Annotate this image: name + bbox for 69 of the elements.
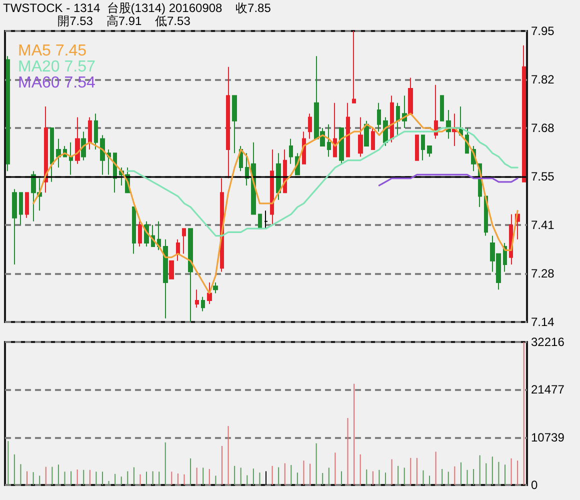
candlestick [25,192,29,218]
candlestick [188,228,193,322]
y-tick-label: 0 [531,478,538,492]
text: MA5 7.45 [18,42,87,60]
candlestick [201,296,205,312]
candlestick [421,134,425,161]
candlestick [408,77,413,114]
line-series [378,174,518,186]
candlestick [88,116,92,150]
candlestick [333,102,337,158]
candlestick [270,149,274,226]
candlestick [138,220,142,248]
candlestick [364,120,369,146]
y-tick-label: 7.14 [531,315,555,329]
candlestick [50,128,54,182]
candlestick [94,113,98,150]
candlestick [390,95,394,143]
candlestick [157,220,161,251]
candlestick [427,145,432,158]
chart-subtitle: 開7.53 高7.91 低7.53 [58,14,191,28]
candlestick [327,124,331,158]
candlestick [434,84,438,140]
candlestick [100,134,105,176]
candlestick [226,66,230,179]
candlestick [264,210,268,230]
candlestick [352,30,356,104]
y-tick-label: 10739 [531,430,565,444]
candlestick [308,113,312,140]
candlestick [276,152,281,200]
candlestick [44,106,48,194]
candlestick [176,238,180,262]
candlestick [182,228,186,254]
candlestick [245,152,249,186]
y-tick-label: 7.95 [531,24,555,38]
candlestick [169,260,174,280]
chart-title: TWSTOCK - 1314 台股(1314) 20160908 收7.85 [3,1,272,15]
candlestick [346,102,350,158]
candlestick [415,134,419,161]
candlestick [132,206,136,254]
y-tick-label: 7.41 [531,218,555,232]
candlestick [207,282,212,305]
line-series [32,112,518,294]
candlestick [396,102,400,136]
candlestick [213,282,218,294]
candlestick [56,138,61,168]
candlestick [522,44,526,182]
candlestick [371,128,375,150]
candlestick [258,214,262,230]
candlestick [19,192,23,226]
candlestick [163,238,168,319]
y-tick-label: 32216 [531,335,565,349]
candlestick [289,138,293,164]
candlestick [440,95,444,122]
y-tick-label: 7.68 [531,121,555,135]
candlestick [358,116,363,158]
candlestick [232,95,237,154]
candlestick [12,188,17,266]
candlestick [75,116,80,164]
candlestick [69,142,73,176]
y-tick-label: 7.82 [531,72,555,86]
candlestick [6,56,10,172]
line-series [126,127,518,237]
candlestick [195,289,199,308]
candlestick [339,128,344,164]
y-tick-label: 21477 [531,382,565,397]
text: MA20 7.57 [18,58,96,76]
y-tick-label: 7.28 [531,266,555,280]
y-tick-label: 7.55 [531,170,555,184]
candlestick [377,102,381,132]
